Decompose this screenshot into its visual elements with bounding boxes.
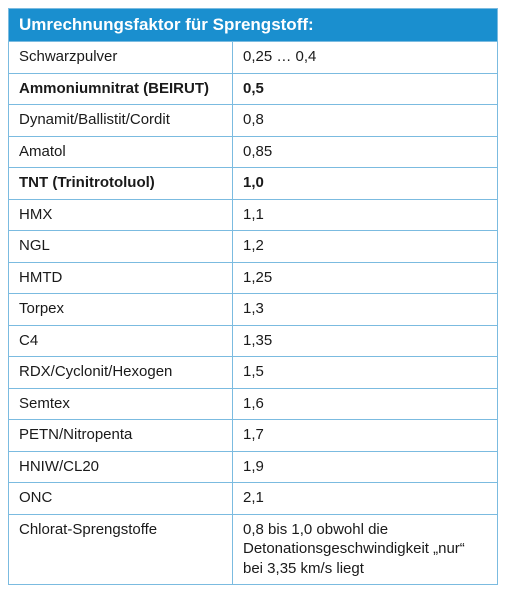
table-row: HMTD 1,25 xyxy=(9,262,498,294)
table-row: PETN/Nitropenta 1,7 xyxy=(9,420,498,452)
explosive-value: 0,25 … 0,4 xyxy=(233,42,498,74)
explosive-name: HMTD xyxy=(9,262,233,294)
explosive-name: HMX xyxy=(9,199,233,231)
explosive-name: C4 xyxy=(9,325,233,357)
explosive-value: 0,5 xyxy=(233,73,498,105)
table-row: ONC 2,1 xyxy=(9,483,498,515)
table-row: HMX 1,1 xyxy=(9,199,498,231)
explosive-value: 2,1 xyxy=(233,483,498,515)
table-header: Umrechnungsfaktor für Sprengstoff: xyxy=(9,9,498,42)
table-row: Semtex 1,6 xyxy=(9,388,498,420)
explosive-value: 1,1 xyxy=(233,199,498,231)
explosive-name: Schwarzpulver xyxy=(9,42,233,74)
explosive-value: 1,0 xyxy=(233,168,498,200)
explosive-name: NGL xyxy=(9,231,233,263)
explosive-name: ONC xyxy=(9,483,233,515)
table-row: Torpex 1,3 xyxy=(9,294,498,326)
explosive-name: RDX/Cyclonit/Hexogen xyxy=(9,357,233,389)
table-row: C4 1,35 xyxy=(9,325,498,357)
explosive-name: Torpex xyxy=(9,294,233,326)
explosive-value: 0,8 xyxy=(233,105,498,137)
table-row: NGL 1,2 xyxy=(9,231,498,263)
explosive-name: Ammoniumnitrat (BEIRUT) xyxy=(9,73,233,105)
explosive-name: Semtex xyxy=(9,388,233,420)
table-row: Schwarzpulver 0,25 … 0,4 xyxy=(9,42,498,74)
explosive-value: 1,5 xyxy=(233,357,498,389)
explosive-name: HNIW/CL20 xyxy=(9,451,233,483)
table-header-row: Umrechnungsfaktor für Sprengstoff: xyxy=(9,9,498,42)
explosive-value: 1,35 xyxy=(233,325,498,357)
explosive-value: 0,85 xyxy=(233,136,498,168)
table-body: Schwarzpulver 0,25 … 0,4 Ammoniumnitrat … xyxy=(9,42,498,585)
table-row: RDX/Cyclonit/Hexogen 1,5 xyxy=(9,357,498,389)
explosive-name: PETN/Nitropenta xyxy=(9,420,233,452)
explosive-name: Amatol xyxy=(9,136,233,168)
conversion-factor-table: Umrechnungsfaktor für Sprengstoff: Schwa… xyxy=(8,8,498,585)
explosive-value: 1,3 xyxy=(233,294,498,326)
table-row: Chlorat-Sprengstoffe 0,8 bis 1,0 obwohl … xyxy=(9,514,498,585)
explosive-name: TNT (Trinitrotoluol) xyxy=(9,168,233,200)
explosive-value: 1,2 xyxy=(233,231,498,263)
table-row: Amatol 0,85 xyxy=(9,136,498,168)
explosive-name: Dynamit/Ballistit/Cordit xyxy=(9,105,233,137)
explosive-value: 1,6 xyxy=(233,388,498,420)
table-row: TNT (Trinitrotoluol) 1,0 xyxy=(9,168,498,200)
table-row: Dynamit/Ballistit/Cordit 0,8 xyxy=(9,105,498,137)
explosive-value: 1,7 xyxy=(233,420,498,452)
explosive-value: 0,8 bis 1,0 obwohl die Detonationsgeschw… xyxy=(233,514,498,585)
table-row: HNIW/CL20 1,9 xyxy=(9,451,498,483)
table-row: Ammoniumnitrat (BEIRUT) 0,5 xyxy=(9,73,498,105)
explosive-value: 1,9 xyxy=(233,451,498,483)
explosive-name: Chlorat-Sprengstoffe xyxy=(9,514,233,585)
explosive-value: 1,25 xyxy=(233,262,498,294)
